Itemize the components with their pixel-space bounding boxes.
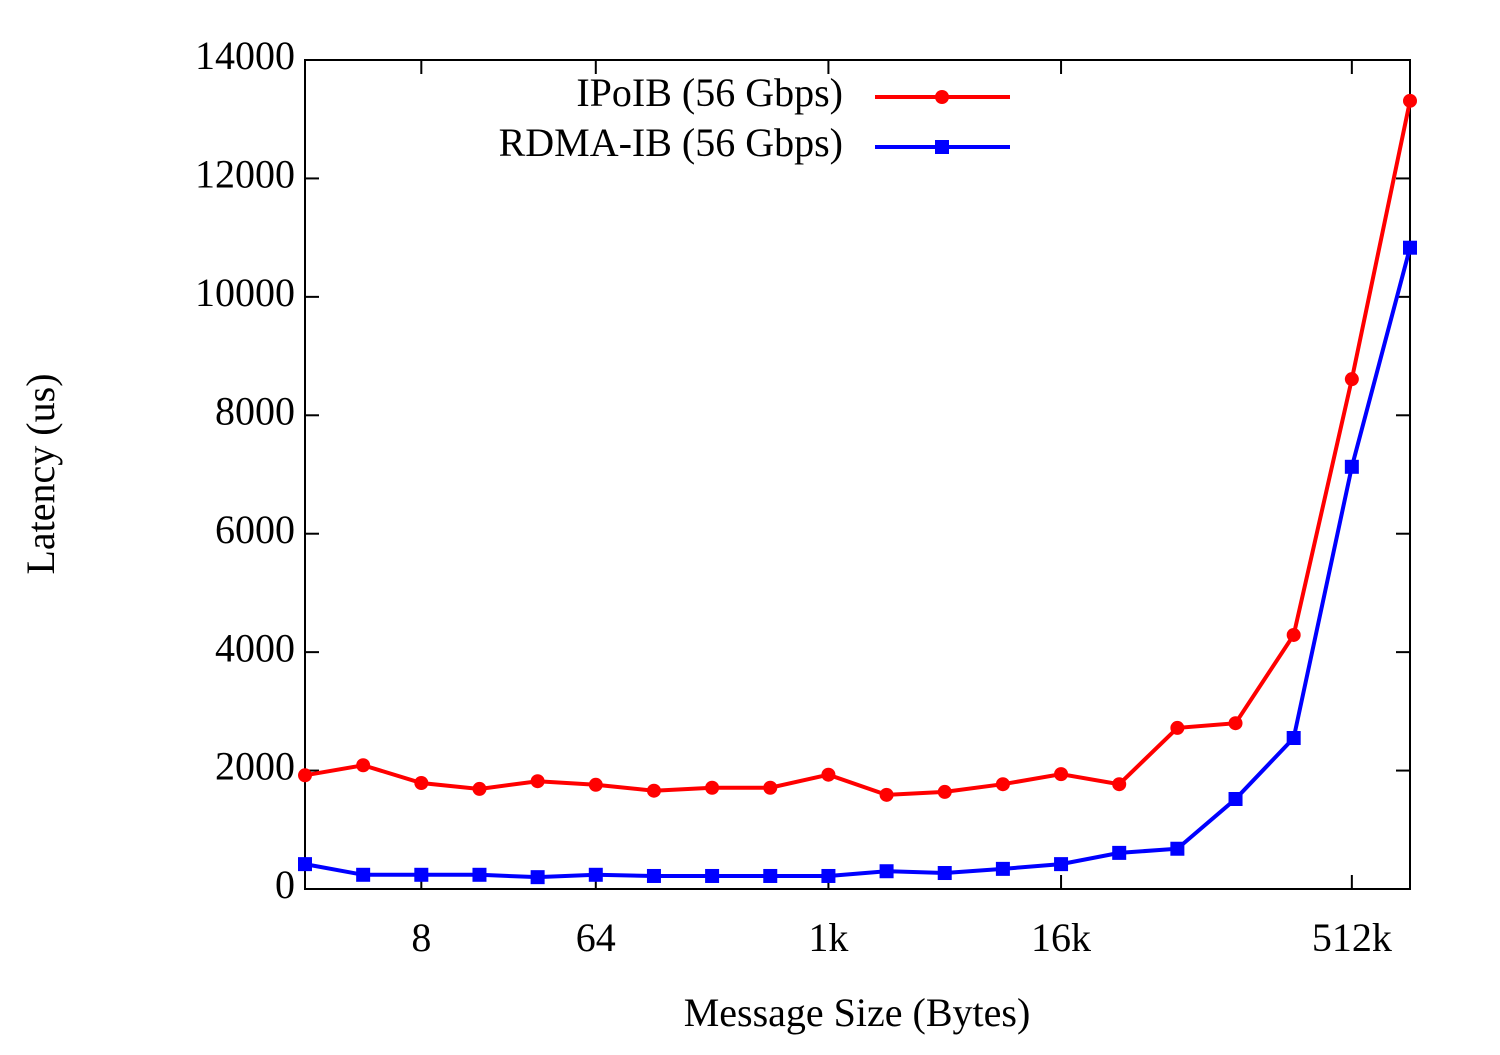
data-point	[1112, 777, 1127, 792]
x-tick-label: 8	[411, 915, 431, 960]
data-point	[821, 767, 836, 782]
data-point	[879, 787, 894, 802]
data-point	[530, 870, 545, 885]
y-tick-label: 0	[275, 862, 295, 907]
x-tick-label: 512k	[1312, 915, 1392, 960]
x-tick-label: 16k	[1031, 915, 1091, 960]
data-point	[588, 867, 603, 882]
data-point	[763, 780, 778, 795]
data-point	[705, 868, 720, 883]
y-tick-label: 10000	[195, 270, 295, 315]
data-point	[414, 867, 429, 882]
data-point	[879, 864, 894, 879]
data-point	[1170, 841, 1185, 856]
y-tick-label: 8000	[215, 388, 295, 433]
data-point	[1344, 372, 1359, 387]
plot-frame	[304, 59, 1411, 890]
legend-marker	[935, 90, 949, 104]
y-tick-label: 2000	[215, 744, 295, 789]
data-point	[1403, 240, 1417, 255]
data-point	[298, 768, 312, 783]
data-point	[995, 777, 1010, 792]
y-tick-label: 6000	[215, 507, 295, 552]
data-point	[588, 777, 603, 792]
data-point	[414, 776, 429, 791]
data-point	[530, 774, 545, 789]
data-point	[646, 783, 661, 798]
data-point	[646, 868, 661, 883]
data-point	[995, 861, 1010, 876]
data-point	[763, 868, 778, 883]
legend-label: RDMA-IB (56 Gbps)	[499, 120, 843, 165]
data-point	[298, 857, 312, 872]
data-point	[1286, 627, 1301, 642]
data-point	[1286, 731, 1301, 746]
data-point	[937, 866, 952, 881]
data-point	[705, 780, 720, 795]
data-point	[356, 758, 371, 773]
data-point	[472, 781, 487, 796]
data-point	[937, 784, 952, 799]
x-axis-label: Message Size (Bytes)	[684, 990, 1031, 1035]
y-tick-label: 4000	[215, 625, 295, 670]
y-tick-label: 14000	[195, 33, 295, 78]
data-point	[1228, 791, 1243, 806]
x-tick-label: 1k	[808, 915, 848, 960]
data-point	[472, 867, 487, 882]
data-point	[821, 868, 836, 883]
data-point	[1403, 93, 1417, 108]
x-tick-label: 64	[576, 915, 616, 960]
legend-label: IPoIB (56 Gbps)	[576, 70, 843, 115]
y-tick-label: 12000	[195, 152, 295, 197]
data-point	[1344, 459, 1359, 474]
data-point	[1054, 857, 1069, 872]
y-axis-label: Latency (us)	[18, 373, 63, 574]
data-point	[1112, 845, 1127, 860]
data-point	[1170, 720, 1185, 735]
data-point	[356, 867, 371, 882]
series-line	[304, 247, 1412, 880]
data-point	[1054, 767, 1069, 782]
data-point	[1228, 716, 1243, 731]
legend-marker	[935, 140, 949, 154]
series-line	[304, 100, 1412, 797]
